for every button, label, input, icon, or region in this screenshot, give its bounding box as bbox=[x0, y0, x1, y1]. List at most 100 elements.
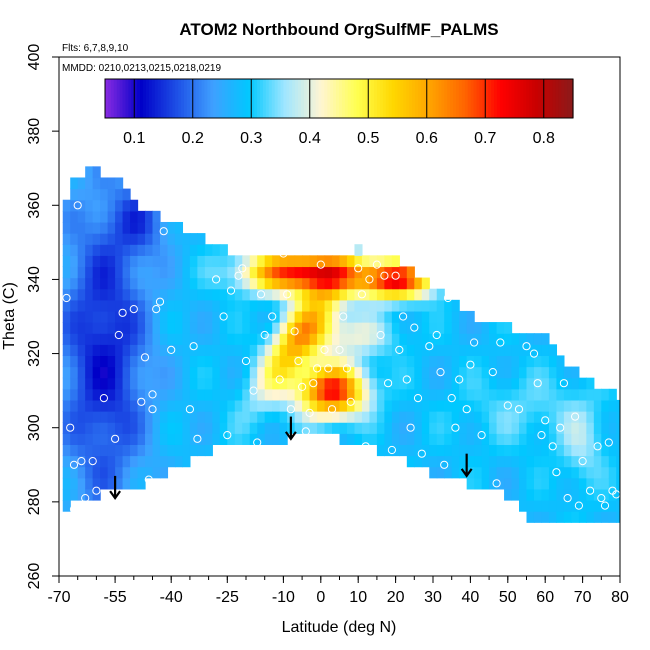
x-tick-label: -70 bbox=[47, 589, 70, 606]
field-cell bbox=[122, 466, 131, 479]
field-cell bbox=[586, 511, 595, 523]
field-cell bbox=[601, 411, 610, 423]
field-cell bbox=[77, 299, 86, 312]
field-cell bbox=[519, 333, 528, 345]
sample-point bbox=[223, 431, 232, 440]
colorbar-cell bbox=[371, 79, 375, 118]
field-cell bbox=[107, 377, 116, 390]
field-cell bbox=[204, 288, 213, 301]
field-cell bbox=[77, 244, 86, 256]
field-cell bbox=[332, 411, 341, 423]
field-cell bbox=[496, 388, 505, 401]
colorbar-cell bbox=[236, 79, 241, 118]
field-cell bbox=[249, 322, 258, 334]
field-cell bbox=[212, 366, 221, 379]
field-cell bbox=[100, 477, 109, 490]
field-cell bbox=[451, 455, 460, 468]
field-cell bbox=[361, 266, 371, 279]
field-cell bbox=[100, 444, 109, 457]
field-cell bbox=[234, 322, 243, 334]
sample-point bbox=[410, 323, 419, 332]
field-cell bbox=[384, 399, 393, 412]
field-cell bbox=[526, 411, 535, 423]
colorbar-cell bbox=[336, 79, 340, 118]
field-cell bbox=[115, 466, 124, 479]
field-cell bbox=[182, 277, 191, 290]
field-cell bbox=[541, 333, 550, 345]
field-cell bbox=[317, 411, 326, 423]
field-cell bbox=[182, 388, 191, 401]
field-cell bbox=[511, 399, 520, 412]
field-cell bbox=[107, 310, 116, 323]
field-cell bbox=[182, 244, 191, 256]
field-cell bbox=[339, 255, 348, 268]
field-cell bbox=[242, 344, 251, 357]
field-cell bbox=[608, 477, 617, 490]
field-cell bbox=[317, 355, 326, 368]
colorbar-cell bbox=[175, 79, 179, 118]
sample-point bbox=[309, 379, 318, 388]
field-cell bbox=[459, 455, 468, 468]
field-cell bbox=[346, 333, 356, 345]
field-cell bbox=[399, 355, 408, 368]
field-cell bbox=[219, 333, 228, 345]
field-cell bbox=[137, 344, 146, 357]
colorbar-cell bbox=[204, 79, 208, 118]
sample-point bbox=[466, 360, 475, 369]
field-cell bbox=[77, 466, 86, 479]
field-cell bbox=[122, 244, 131, 256]
sample-point bbox=[563, 494, 572, 503]
field-cell bbox=[107, 477, 116, 490]
field-cell bbox=[174, 433, 184, 445]
field-cell bbox=[474, 433, 483, 445]
colorbar-cell bbox=[105, 79, 109, 118]
field-cell bbox=[519, 422, 528, 434]
field-cell bbox=[548, 511, 558, 523]
colorbar-cell bbox=[107, 79, 112, 118]
field-cell bbox=[62, 399, 71, 412]
field-cell bbox=[474, 322, 483, 334]
field-cell bbox=[77, 288, 86, 301]
field-cell bbox=[107, 277, 116, 290]
field-cell bbox=[152, 422, 161, 434]
field-cell bbox=[361, 377, 371, 390]
field-cell bbox=[122, 444, 131, 457]
field-cell bbox=[137, 277, 146, 290]
field-cell bbox=[152, 366, 161, 379]
field-cell bbox=[115, 411, 124, 423]
field-cell bbox=[77, 177, 86, 190]
colorbar-cell bbox=[479, 79, 483, 118]
field-cell bbox=[324, 322, 333, 334]
sample-point bbox=[372, 260, 381, 269]
sample-point bbox=[507, 312, 516, 321]
field-cell bbox=[85, 244, 94, 256]
colorbar-cell bbox=[195, 79, 200, 118]
field-cell bbox=[466, 444, 475, 457]
field-cell bbox=[159, 288, 169, 301]
field-cell bbox=[548, 433, 558, 445]
colorbar-cell bbox=[163, 79, 168, 118]
field-cell bbox=[227, 299, 236, 312]
field-cell bbox=[264, 266, 273, 279]
field-cell bbox=[361, 433, 371, 445]
field-cell bbox=[406, 444, 415, 457]
field-cell bbox=[174, 244, 184, 256]
field-cell bbox=[451, 411, 460, 423]
colorbar-cell bbox=[303, 79, 308, 118]
field-cell bbox=[571, 477, 580, 490]
field-cell bbox=[212, 322, 221, 334]
field-cell bbox=[414, 444, 423, 457]
field-cell bbox=[519, 344, 528, 357]
field-cell bbox=[145, 233, 154, 245]
field-cell bbox=[421, 355, 430, 368]
field-cell bbox=[444, 299, 453, 312]
field-cell bbox=[302, 299, 311, 312]
field-cell bbox=[92, 344, 101, 357]
field-cell bbox=[429, 322, 438, 334]
field-cell bbox=[466, 366, 475, 379]
field-cell bbox=[122, 333, 131, 345]
field-cell bbox=[174, 422, 184, 434]
field-cell bbox=[145, 255, 154, 268]
field-cell bbox=[511, 455, 520, 468]
field-cell bbox=[339, 288, 348, 301]
